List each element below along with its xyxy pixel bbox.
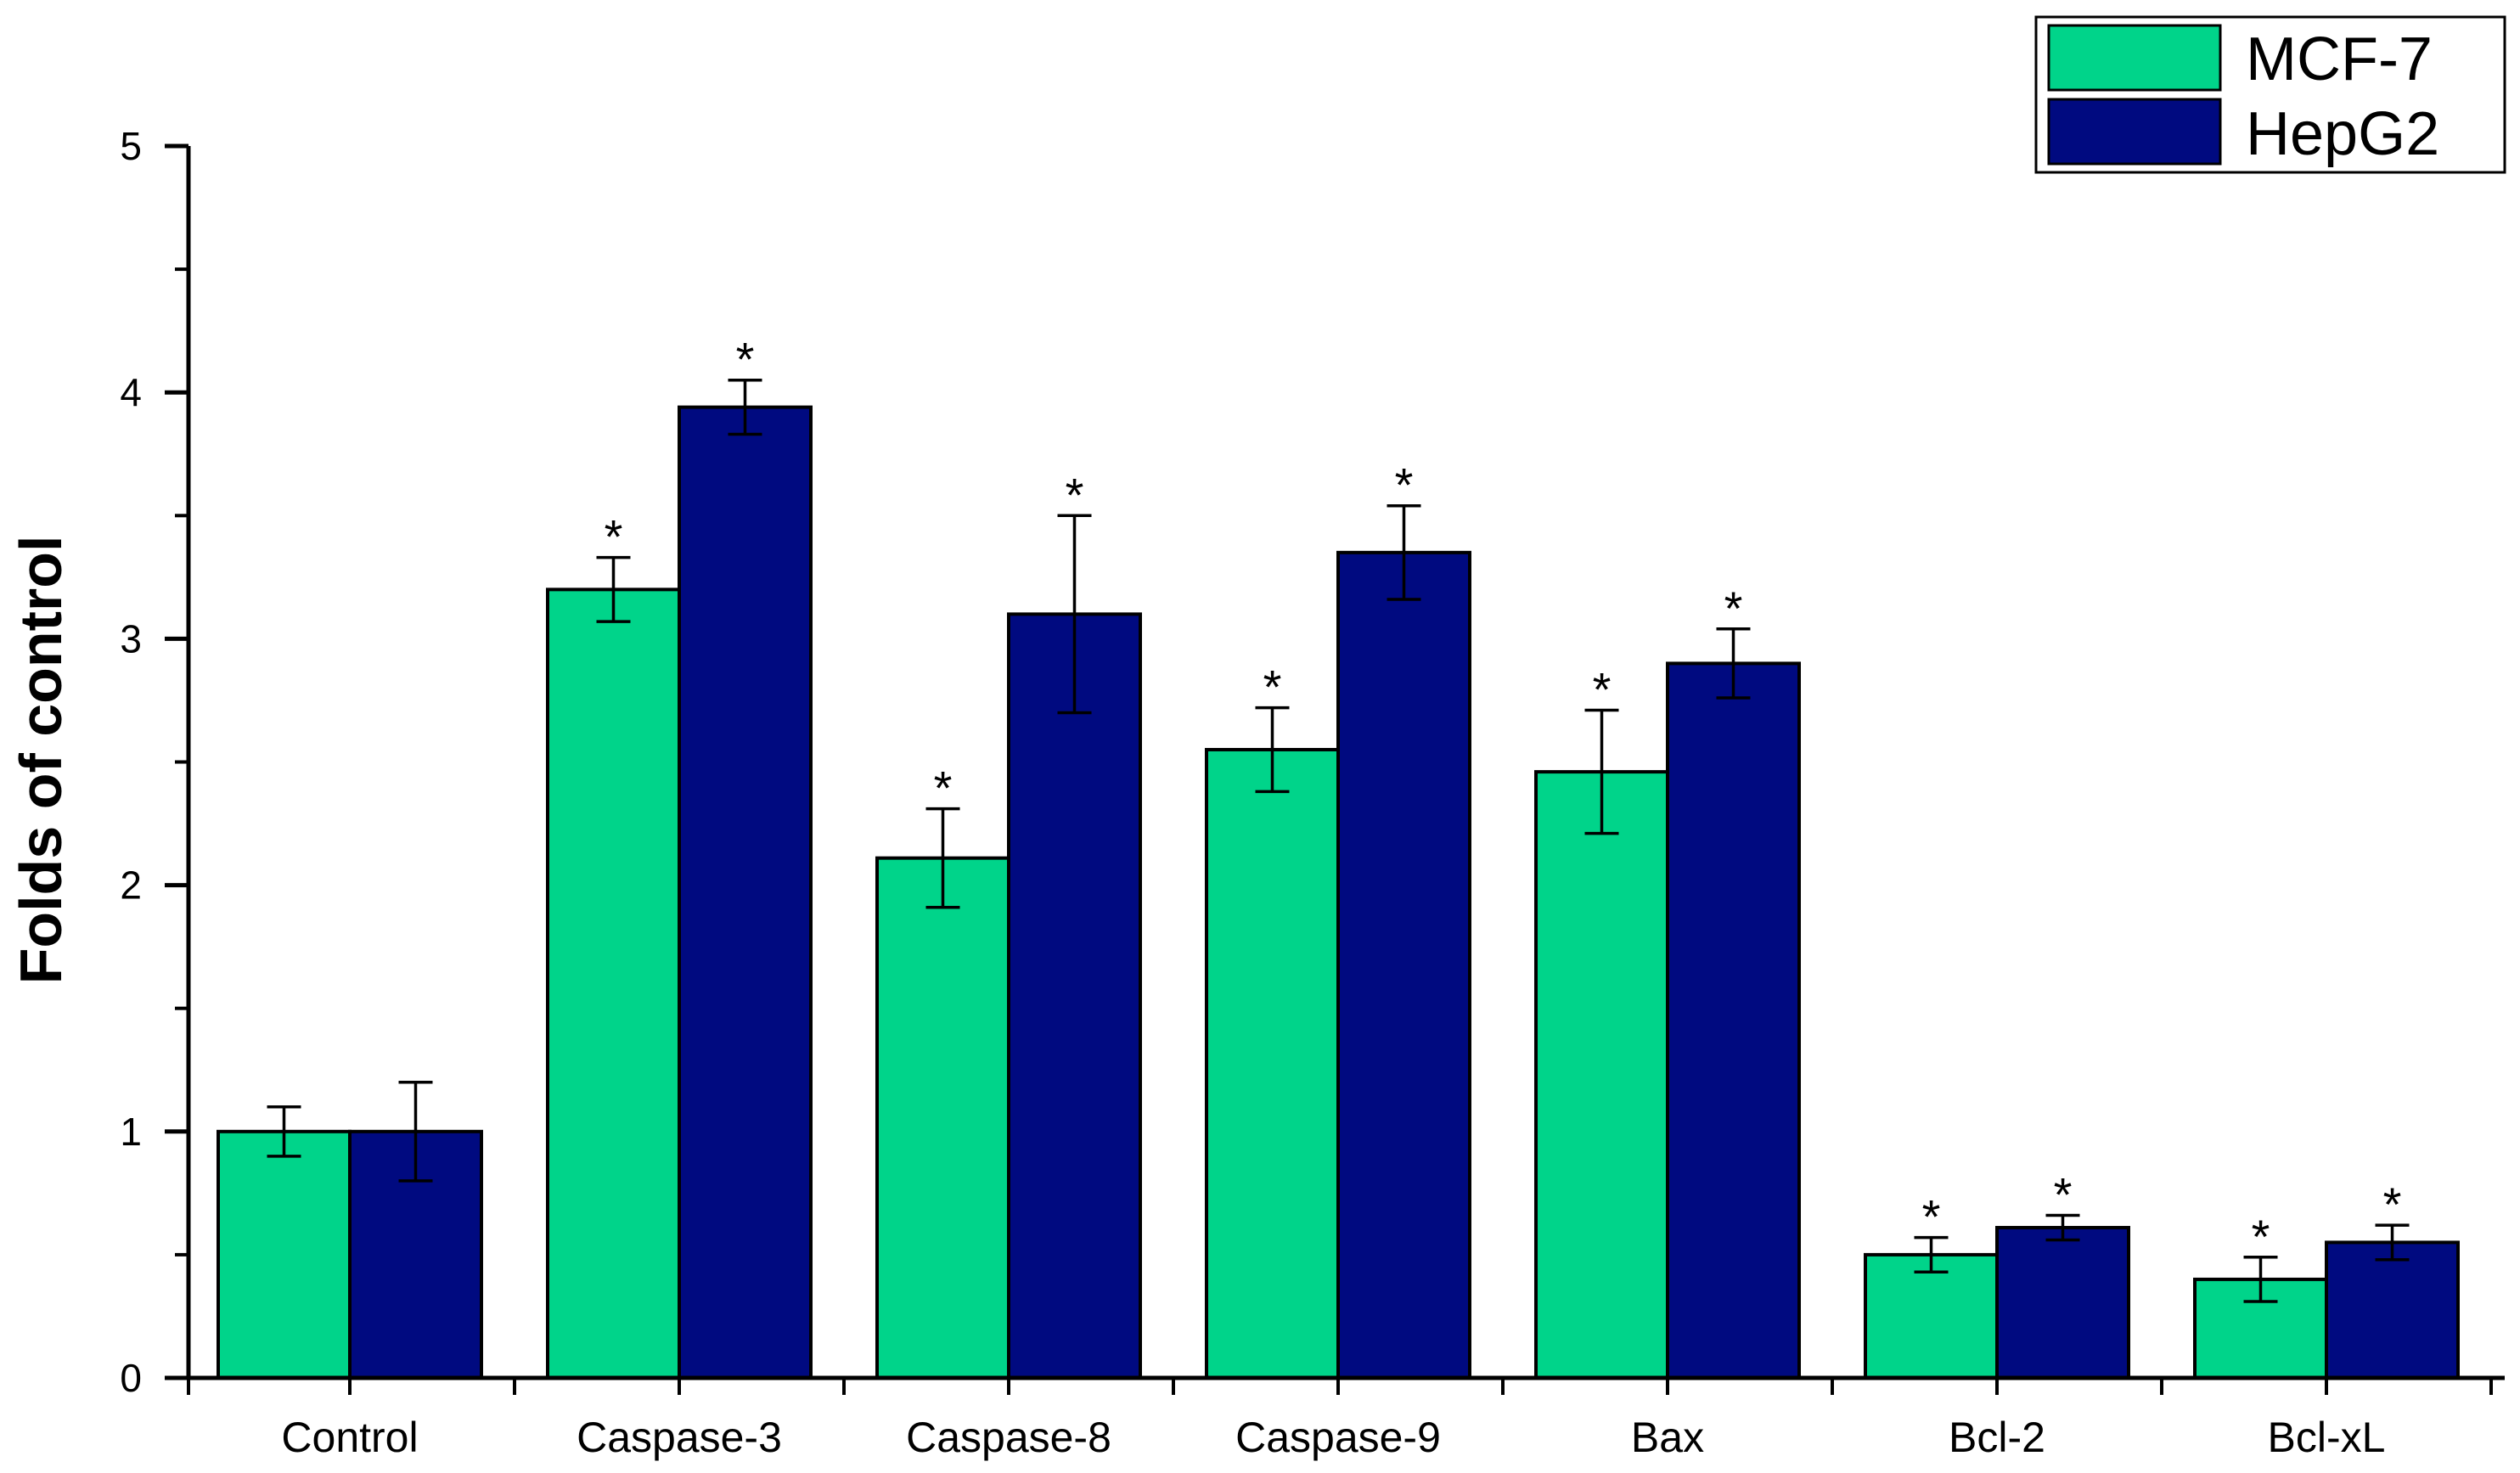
significance-star: *: [1263, 661, 1282, 714]
significance-star: *: [2252, 1210, 2270, 1263]
significance-star: *: [605, 510, 623, 564]
legend-swatch-mcf7: [2047, 24, 2222, 92]
significance-star: *: [2383, 1178, 2402, 1231]
x-tick-label: Caspase-8: [906, 1414, 1111, 1461]
bar-mcf-7-caspase-3: [546, 588, 681, 1380]
y-tick-label: 2: [120, 863, 142, 908]
error-bar-mcf-7-bcl-xl: [2243, 1256, 2278, 1303]
error-bar-mcf-7-control: [267, 1105, 301, 1158]
y-tick-label: 4: [120, 370, 142, 414]
bar-mcf-7-caspase-9: [1205, 747, 1340, 1380]
error-bar-hepg2-caspase-9: [1387, 503, 1421, 601]
x-tick-label: Caspase-3: [577, 1414, 782, 1461]
bar-mcf-7-bcl-2: [1864, 1252, 1999, 1380]
bar-mcf-7-control: [217, 1129, 352, 1380]
significance-star: *: [1066, 468, 1084, 521]
bar-hepg2-bcl-2: [1995, 1225, 2130, 1380]
x-axis-categories: Control Caspase-3 Caspase-8 Caspase-9 Bax Bcl…: [281, 1414, 2385, 1461]
significance-star: *: [1724, 582, 1743, 635]
y-axis-label: Folds of control: [8, 536, 74, 985]
x-tick-label: Bax: [1631, 1414, 1704, 1461]
x-tick-label: Control: [281, 1414, 418, 1461]
error-bar-hepg2-bcl-xl: [2375, 1223, 2410, 1262]
bar-hepg2-caspase-8: [1007, 612, 1142, 1380]
significance-star: *: [1593, 663, 1612, 717]
error-bar-mcf-7-bcl-2: [1914, 1235, 1949, 1273]
significance-star: *: [1922, 1190, 1941, 1244]
y-tick-label: 1: [120, 1110, 142, 1154]
error-bar-mcf-7-caspase-3: [596, 555, 631, 623]
error-bar-hepg2-control: [398, 1081, 433, 1183]
significance-star: *: [934, 762, 953, 815]
y-axis-ticks: 0 1 2 3 4 5: [120, 124, 188, 1400]
error-bar-mcf-7-caspase-8: [925, 807, 960, 909]
bar-hepg2-bax: [1666, 661, 1801, 1380]
y-tick-label: 0: [120, 1356, 142, 1400]
y-tick-label: 5: [120, 124, 142, 168]
significance-markers: * * * * * * * * * * * *: [605, 333, 2402, 1263]
bar-hepg2-bcl-xl: [2325, 1240, 2460, 1380]
legend-swatch-hepg2: [2047, 98, 2222, 166]
error-bars-layer: [267, 378, 2410, 1303]
legend-label-hepg2: HepG2: [2246, 100, 2439, 168]
bar-mcf-7-bax: [1534, 770, 1669, 1380]
bar-hepg2-caspase-3: [678, 405, 813, 1380]
legend: MCF-7 HepG2: [2034, 15, 2506, 174]
error-bar-hepg2-caspase-3: [728, 378, 762, 436]
significance-star: *: [736, 333, 755, 386]
x-tick-label: Caspase-9: [1235, 1414, 1441, 1461]
bar-mcf-7-caspase-8: [875, 856, 1010, 1380]
bar-hepg2-caspase-9: [1336, 550, 1471, 1380]
x-tick-label: Bcl-2: [1949, 1414, 2045, 1461]
x-tick-label: Bcl-xL: [2268, 1414, 2386, 1461]
error-bar-mcf-7-bax: [1584, 708, 1619, 835]
error-bar-hepg2-bcl-2: [2045, 1213, 2080, 1242]
bars-layer: [217, 405, 2460, 1380]
error-bar-hepg2-caspase-8: [1057, 514, 1092, 715]
y-tick-label: 3: [120, 616, 142, 661]
significance-star: *: [1395, 458, 1414, 512]
error-bar-mcf-7-caspase-9: [1255, 706, 1290, 794]
significance-star: *: [2054, 1167, 2073, 1221]
error-bar-hepg2-bax: [1716, 627, 1751, 700]
legend-label-mcf7: MCF-7: [2246, 25, 2433, 93]
